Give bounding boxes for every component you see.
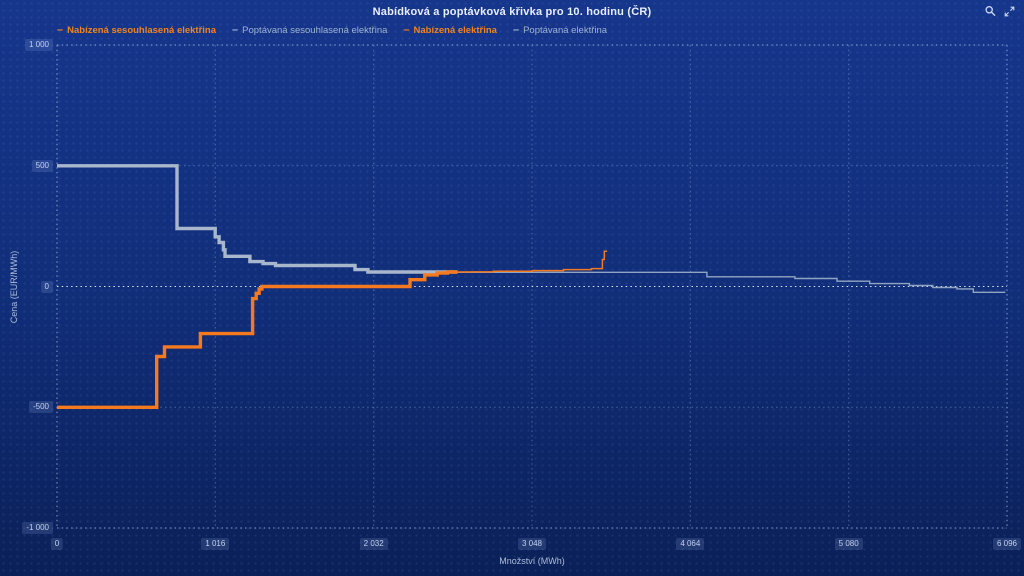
demand-total-curve bbox=[457, 271, 1006, 294]
y-tick-label: -1 000 bbox=[22, 522, 53, 534]
legend-label: Nabízená elektřina bbox=[413, 25, 497, 36]
y-tick-label: 0 bbox=[40, 280, 53, 293]
legend-label: Nabízená sesouhlasená elektřina bbox=[67, 25, 217, 36]
y-tick-label: 1 000 bbox=[24, 39, 53, 51]
x-axis-title: Množství (MWh) bbox=[499, 556, 565, 566]
demand-matched-curve bbox=[57, 164, 458, 274]
chart-title: Nabídková a poptávková křivka pro 10. ho… bbox=[372, 6, 652, 18]
x-tick-label: 5 080 bbox=[834, 538, 863, 550]
legend-marker: – bbox=[403, 24, 410, 36]
supply-total-curve bbox=[457, 250, 608, 273]
legend-item-3[interactable]: – Nabízená elektřina bbox=[403, 24, 497, 37]
chart-toolbar bbox=[984, 5, 1015, 18]
x-tick-label: 0 bbox=[50, 538, 64, 550]
legend-marker: – bbox=[57, 24, 64, 36]
y-tick-label: -500 bbox=[28, 401, 53, 414]
legend-item-2[interactable]: – Poptávaná sesouhlasená elektřina bbox=[232, 24, 388, 37]
y-axis-title: Cena (EUR/MWh) bbox=[9, 250, 19, 324]
chart-legend: – Nabízená sesouhlasená elektřina – Poptáva… bbox=[57, 24, 608, 37]
curves-canvas bbox=[56, 44, 1008, 529]
expand-arrows-icon[interactable] bbox=[1004, 6, 1015, 17]
legend-label: Poptávaná elektřina bbox=[523, 25, 608, 36]
x-tick-label: 3 048 bbox=[517, 538, 547, 550]
x-tick-label: 2 032 bbox=[359, 538, 388, 550]
x-tick-label: 4 064 bbox=[676, 538, 705, 550]
plot-area bbox=[56, 44, 1008, 529]
x-tick-label: 6 096 bbox=[992, 538, 1022, 550]
legend-marker: – bbox=[232, 24, 239, 36]
legend-item-1[interactable]: – Nabízená sesouhlasená elektřina bbox=[57, 24, 217, 37]
y-tick-label: 500 bbox=[31, 159, 53, 172]
legend-item-4[interactable]: – Poptávaná elektřina bbox=[512, 24, 608, 37]
legend-marker: – bbox=[512, 24, 520, 36]
legend-label: Poptávaná sesouhlasená elektřina bbox=[242, 25, 388, 36]
magnifier-icon[interactable] bbox=[984, 5, 997, 18]
x-tick-label: 1 016 bbox=[201, 538, 230, 550]
supply-matched-curve bbox=[57, 270, 458, 409]
